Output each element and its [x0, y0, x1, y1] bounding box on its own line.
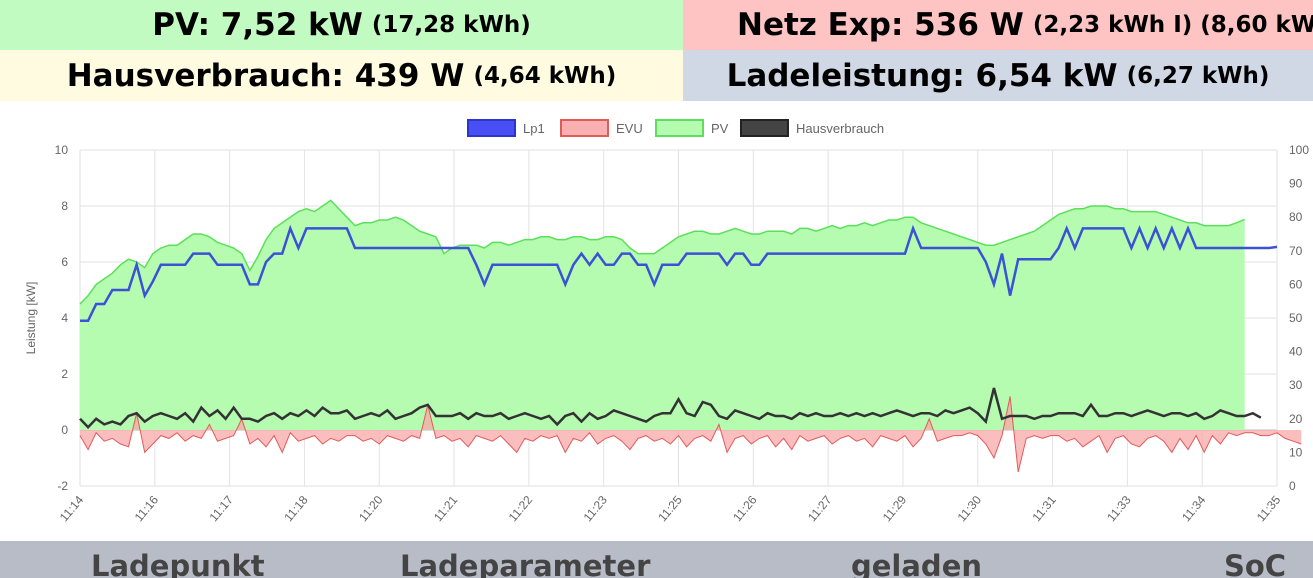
- legend-label-hausverbrauch: Hausverbrauch: [796, 121, 884, 136]
- legend-label-lp1: Lp1: [523, 121, 545, 136]
- x-tick-label: 11:26: [730, 493, 760, 525]
- x-tick-label: 11:27: [805, 493, 835, 525]
- lp1-series-line: [80, 224, 1278, 323]
- x-tick-label: 11:21: [431, 493, 461, 525]
- grid-energy: (2,23 kWh I) (8,60 kWh E): [1032, 12, 1313, 38]
- legend-swatch-pv: [655, 119, 704, 137]
- y-tick-label: 4: [61, 311, 68, 325]
- y-tick-label: 2: [61, 367, 68, 381]
- legend-swatch-evu: [560, 119, 609, 137]
- evu-series-area: [80, 396, 1302, 472]
- x-tick-label: 11:16: [132, 493, 162, 525]
- col-geladen: geladen: [851, 549, 983, 578]
- y2-tick-label: 10: [1289, 445, 1303, 459]
- x-tick-label: 11:17: [206, 493, 236, 525]
- chargepoint-table-header: Ladepunkt Ladeparameter geladen SoC: [0, 541, 1313, 578]
- x-tick-label: 11:22: [506, 493, 536, 525]
- col-soc: SoC: [1224, 549, 1287, 578]
- charging-power: Ladeleistung: 6,54 kW: [726, 57, 1118, 94]
- y2-tick-label: 60: [1289, 277, 1303, 291]
- y2-tick-label: 90: [1289, 177, 1303, 191]
- pv-tile: PV: 7,52 kW (17,28 kWh): [0, 0, 683, 50]
- pv-energy: (17,28 kWh): [371, 12, 531, 38]
- col-ladeparameter: Ladeparameter: [400, 549, 651, 578]
- pv-series-line: [79, 199, 1245, 305]
- col-ladepunkt: Ladepunkt: [91, 549, 265, 578]
- y2-tick-label: 70: [1289, 244, 1303, 258]
- evu-series-line: [79, 396, 1302, 473]
- x-tick-label: 11:25: [655, 493, 685, 525]
- y2-tick-label: 20: [1289, 412, 1303, 426]
- y2-tick-label: 100: [1289, 143, 1309, 157]
- grid-tile: Netz Exp: 536 W (2,23 kWh I) (8,60 kWh E…: [683, 0, 1313, 50]
- y2-tick-label: 0: [1289, 479, 1296, 493]
- x-tick-label: 11:29: [880, 493, 910, 525]
- x-tick-label: 11:14: [57, 493, 87, 525]
- legend-swatch-hausverbrauch: [740, 119, 789, 137]
- hausverbrauch-series-line: [79, 387, 1262, 430]
- x-tick-label: 11:34: [1179, 493, 1209, 525]
- y-tick-label: 10: [55, 143, 69, 157]
- house-power: Hausverbrauch: 439 W: [66, 57, 465, 94]
- y-axis-label: Leistung [kW]: [24, 282, 38, 355]
- legend-swatch-lp1: [467, 119, 516, 137]
- pv-power: PV: 7,52 kW: [152, 7, 363, 43]
- grid-power: Netz Exp: 536 W: [737, 7, 1024, 43]
- house-energy: (4,64 kWh): [473, 62, 617, 89]
- y2-tick-label: 30: [1289, 378, 1303, 392]
- x-tick-label: 11:35: [1254, 493, 1284, 525]
- y-tick-label: -2: [57, 479, 68, 493]
- x-tick-label: 11:23: [581, 493, 611, 525]
- legend-label-pv: PV: [711, 121, 729, 136]
- x-tick-label: 11:30: [955, 493, 985, 525]
- x-tick-label: 11:33: [1104, 493, 1134, 525]
- y2-tick-label: 50: [1289, 311, 1303, 325]
- y-tick-label: 8: [61, 199, 68, 213]
- y-tick-label: 0: [61, 423, 68, 437]
- x-tick-label: 11:31: [1029, 493, 1059, 525]
- x-tick-label: 11:18: [281, 493, 311, 525]
- charging-power-tile: Ladeleistung: 6,54 kW (6,27 kWh): [683, 50, 1313, 101]
- charging-energy: (6,27 kWh): [1126, 62, 1270, 89]
- house-consumption-tile: Hausverbrauch: 439 W (4,64 kWh): [0, 50, 683, 101]
- y2-tick-label: 80: [1289, 210, 1303, 224]
- x-tick-label: 11:20: [356, 493, 386, 525]
- pv-series-area: [80, 200, 1245, 430]
- legend-label-evu: EVU: [616, 121, 643, 136]
- y2-tick-label: 40: [1289, 345, 1303, 359]
- y-tick-label: 6: [61, 255, 68, 269]
